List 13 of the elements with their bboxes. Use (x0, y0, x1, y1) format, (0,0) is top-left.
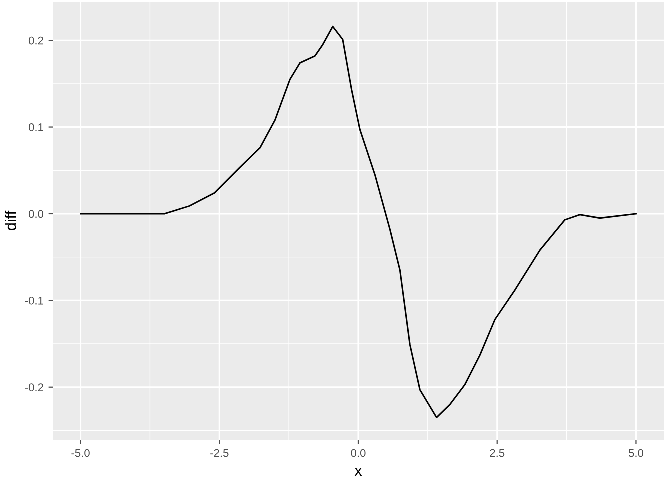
x-tick-label: 2.5 (490, 449, 505, 458)
x-axis-title: x (354, 468, 362, 476)
x-tick-label: 0.0 (351, 449, 366, 458)
y-tick-label: 0.2 (28, 36, 44, 45)
y-tick-label: -0.1 (25, 296, 44, 305)
x-tick-label: -2.5 (210, 449, 229, 458)
y-tick-label: 0.1 (28, 124, 44, 132)
line-series (80, 26, 637, 418)
x-tick-label: 5.0 (628, 449, 644, 458)
y-tick-label: -0.2 (25, 384, 44, 392)
y-tick-label: 0.0 (28, 210, 44, 218)
y-axis-title: diff (5, 210, 16, 230)
x-tick-label: -5.0 (72, 449, 90, 458)
